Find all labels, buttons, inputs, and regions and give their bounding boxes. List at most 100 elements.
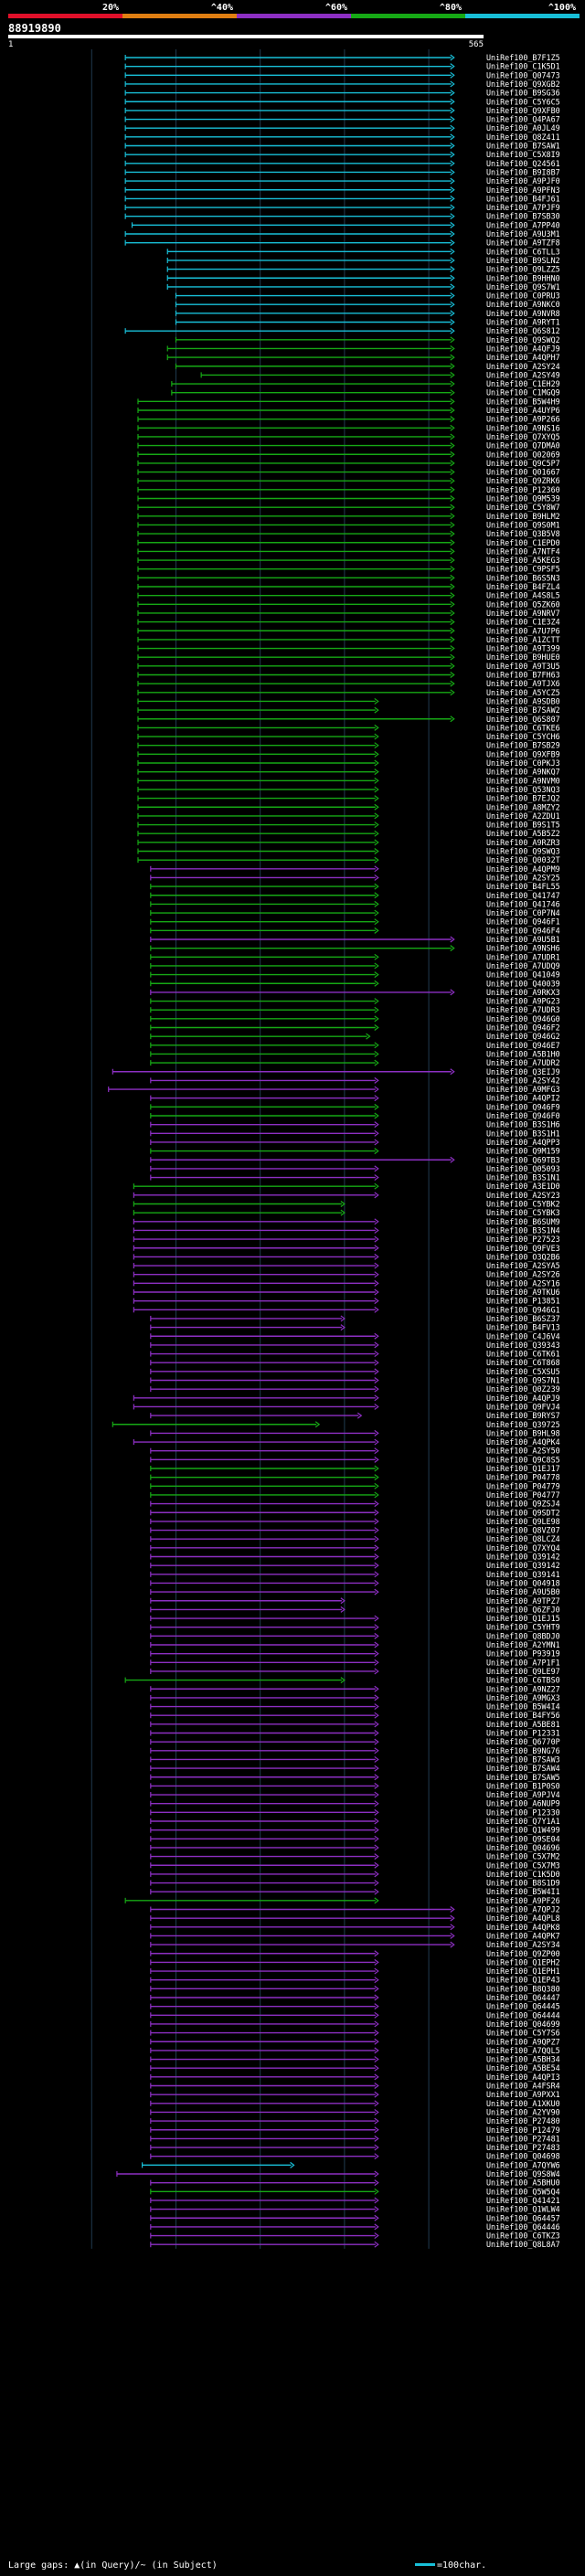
hit-row[interactable]: UniRef100_C1EPD0 <box>137 538 560 547</box>
hit-row[interactable]: UniRef100_A4QPJ9 <box>133 1394 560 1403</box>
hit-row[interactable]: UniRef100_A9RYT1 <box>175 318 560 327</box>
hit-label[interactable]: UniRef100_A9RYT1 <box>486 318 560 327</box>
hit-row[interactable]: UniRef100_A5B1H0 <box>150 1049 560 1058</box>
hit-row[interactable]: UniRef100_A9PXX1 <box>150 2090 560 2099</box>
hit-label[interactable]: UniRef100_C1K5D1 <box>486 62 560 71</box>
hit-label[interactable]: UniRef100_Q9XFB0 <box>486 106 560 115</box>
hit-label[interactable]: UniRef100_A4QPK7 <box>486 1931 560 1940</box>
hit-row[interactable]: UniRef100_A4QPK7 <box>150 1931 560 1940</box>
hit-row[interactable]: UniRef100_B9HHN0 <box>166 273 560 282</box>
hit-row[interactable]: UniRef100_Q946F4 <box>150 926 560 935</box>
hit-row[interactable]: UniRef100_B5W4I4 <box>150 1702 560 1712</box>
hit-label[interactable]: UniRef100_P12479 <box>486 2125 560 2135</box>
hit-row[interactable]: UniRef100_A5B5Z2 <box>137 829 560 838</box>
hit-row[interactable]: UniRef100_Q7XYQ5 <box>137 432 560 441</box>
hit-row[interactable]: UniRef100_B9NG76 <box>150 1746 560 1755</box>
hit-row[interactable]: UniRef100_A2SY50 <box>150 1447 560 1456</box>
hit-row[interactable]: UniRef100_A4UYP6 <box>137 406 560 415</box>
hit-row[interactable]: UniRef100_B4FJ61 <box>124 194 560 203</box>
hit-label[interactable]: UniRef100_Q04696 <box>486 1843 560 1852</box>
hit-row[interactable]: UniRef100_B9S1T5 <box>137 821 560 830</box>
hit-row[interactable]: UniRef100_Q64445 <box>150 2002 560 2011</box>
hit-label[interactable]: UniRef100_A9U5B1 <box>486 935 560 944</box>
hit-label[interactable]: UniRef100_B7FH63 <box>486 671 560 680</box>
hit-label[interactable]: UniRef100_Q9S0M1 <box>486 520 560 529</box>
hit-row[interactable]: UniRef100_Q7DMA0 <box>137 441 560 451</box>
hit-label[interactable]: UniRef100_B3S1H1 <box>486 1129 560 1138</box>
hit-label[interactable]: UniRef100_A5BH34 <box>486 2055 560 2064</box>
hit-row[interactable]: UniRef100_P12479 <box>150 2125 560 2135</box>
hit-row[interactable]: UniRef100_B6S5N3 <box>137 573 560 582</box>
hit-label[interactable]: UniRef100_Q7XYQ4 <box>486 1543 560 1553</box>
hit-label[interactable]: UniRef100_Q1EP43 <box>486 1976 560 1985</box>
hit-label[interactable]: UniRef100_Q64446 <box>486 2222 560 2231</box>
hit-row[interactable]: UniRef100_Q04699 <box>150 2019 560 2029</box>
hit-label[interactable]: UniRef100_C1EPD0 <box>486 538 560 547</box>
hit-label[interactable]: UniRef100_Q9S8W4 <box>486 2169 560 2178</box>
hit-label[interactable]: UniRef100_B4FV13 <box>486 1323 560 1332</box>
hit-label[interactable]: UniRef100_A2SY50 <box>486 1447 560 1456</box>
hit-row[interactable]: UniRef100_A2SY26 <box>133 1270 560 1279</box>
hit-row[interactable]: UniRef100_C5YHT9 <box>150 1623 560 1632</box>
hit-row[interactable]: UniRef100_C6TBS0 <box>124 1676 560 1685</box>
hit-row[interactable]: UniRef100_A2SY42 <box>150 1076 560 1085</box>
hit-label[interactable]: UniRef100_A9NRV7 <box>486 609 560 618</box>
hit-row[interactable]: UniRef100_A7UDQ9 <box>150 961 560 970</box>
hit-label[interactable]: UniRef100_A5BE81 <box>486 1720 560 1729</box>
hit-row[interactable]: UniRef100_C4J6V4 <box>150 1331 560 1341</box>
hit-row[interactable]: UniRef100_A7UDR2 <box>150 1058 560 1067</box>
hit-label[interactable]: UniRef100_A4QPL8 <box>486 1913 560 1923</box>
hit-label[interactable]: UniRef100_O3Q2B6 <box>486 1252 560 1261</box>
hit-label[interactable]: UniRef100_A2YV90 <box>486 2107 560 2116</box>
hit-row[interactable]: UniRef100_A4QPI3 <box>150 2072 560 2082</box>
hit-row[interactable]: UniRef100_Q1W499 <box>150 1826 560 1835</box>
hit-label[interactable]: UniRef100_Q946G2 <box>486 1032 560 1041</box>
hit-label[interactable]: UniRef100_A9RKX3 <box>486 988 560 997</box>
hit-label[interactable]: UniRef100_A9PF26 <box>486 1896 560 1905</box>
hit-row[interactable]: UniRef100_A9PF26 <box>124 1896 560 1905</box>
hit-label[interactable]: UniRef100_Q9C8S5 <box>486 1455 560 1464</box>
hit-row[interactable]: UniRef100_P93919 <box>150 1649 560 1659</box>
hit-label[interactable]: UniRef100_C5X7M3 <box>486 1860 560 1870</box>
hit-row[interactable]: UniRef100_C1MGQ9 <box>171 388 560 398</box>
hit-row[interactable]: UniRef100_A9PJV4 <box>150 1790 560 1799</box>
hit-row[interactable]: UniRef100_Q07473 <box>124 70 560 80</box>
hit-row[interactable]: UniRef100_A9NVR8 <box>175 309 560 318</box>
hit-row[interactable]: UniRef100_Q7XYQ4 <box>150 1543 560 1553</box>
hit-row[interactable]: UniRef100_Q1EPH2 <box>150 1957 560 1966</box>
hit-label[interactable]: UniRef100_A5BE54 <box>486 2063 560 2072</box>
hit-row[interactable]: UniRef100_C0PKJ3 <box>137 758 560 768</box>
hit-label[interactable]: UniRef100_A9PG23 <box>486 997 560 1006</box>
hit-label[interactable]: UniRef100_A9TPZ7 <box>486 1596 560 1606</box>
hit-row[interactable]: UniRef100_B9HL98 <box>150 1428 560 1437</box>
hit-label[interactable]: UniRef100_A9PJV4 <box>486 1790 560 1799</box>
hit-label[interactable]: UniRef100_P04779 <box>486 1481 560 1490</box>
hit-label[interactable]: UniRef100_A6NUP9 <box>486 1799 560 1808</box>
hit-label[interactable]: UniRef100_B5W4H9 <box>486 397 560 406</box>
hit-label[interactable]: UniRef100_P12330 <box>486 1807 560 1817</box>
hit-row[interactable]: UniRef100_C1EH29 <box>171 379 560 388</box>
hit-label[interactable]: UniRef100_B9S1T5 <box>486 821 560 830</box>
hit-label[interactable]: UniRef100_A2SY16 <box>486 1278 560 1288</box>
hit-row[interactable]: UniRef100_A9T3U5 <box>137 662 560 671</box>
hit-row[interactable]: UniRef100_Q05093 <box>150 1164 560 1173</box>
hit-row[interactable]: UniRef100_A7UDR1 <box>150 952 560 961</box>
hit-row[interactable]: UniRef100_C5X7M2 <box>150 1852 560 1861</box>
hit-label[interactable]: UniRef100_Q0032T <box>486 855 560 864</box>
hit-label[interactable]: UniRef100_B4FZL4 <box>486 582 560 591</box>
hit-row[interactable]: UniRef100_Q9FVE3 <box>133 1244 560 1253</box>
hit-row[interactable]: UniRef100_A4QPI2 <box>150 1094 560 1103</box>
hit-row[interactable]: UniRef100_C6TKZ3 <box>150 2231 560 2241</box>
hit-row[interactable]: UniRef100_P04778 <box>150 1473 560 1482</box>
hit-row[interactable]: UniRef100_B3S1H6 <box>150 1120 560 1129</box>
hit-row[interactable]: UniRef100_A9U3M1 <box>124 229 560 239</box>
hit-row[interactable]: UniRef100_Q6S807 <box>137 715 560 724</box>
hit-row[interactable]: UniRef100_Q9ZP00 <box>150 1949 560 1958</box>
hit-label[interactable]: UniRef100_B4FJ61 <box>486 194 560 203</box>
hit-label[interactable]: UniRef100_Q9SWQ2 <box>486 335 560 345</box>
hit-label[interactable]: UniRef100_Q5ZK60 <box>486 599 560 609</box>
hit-row[interactable]: UniRef100_Q8Z411 <box>124 133 560 142</box>
hit-label[interactable]: UniRef100_Q02069 <box>486 450 560 459</box>
hit-label[interactable]: UniRef100_Q39343 <box>486 1341 560 1350</box>
hit-row[interactable]: UniRef100_P12331 <box>150 1729 560 1738</box>
